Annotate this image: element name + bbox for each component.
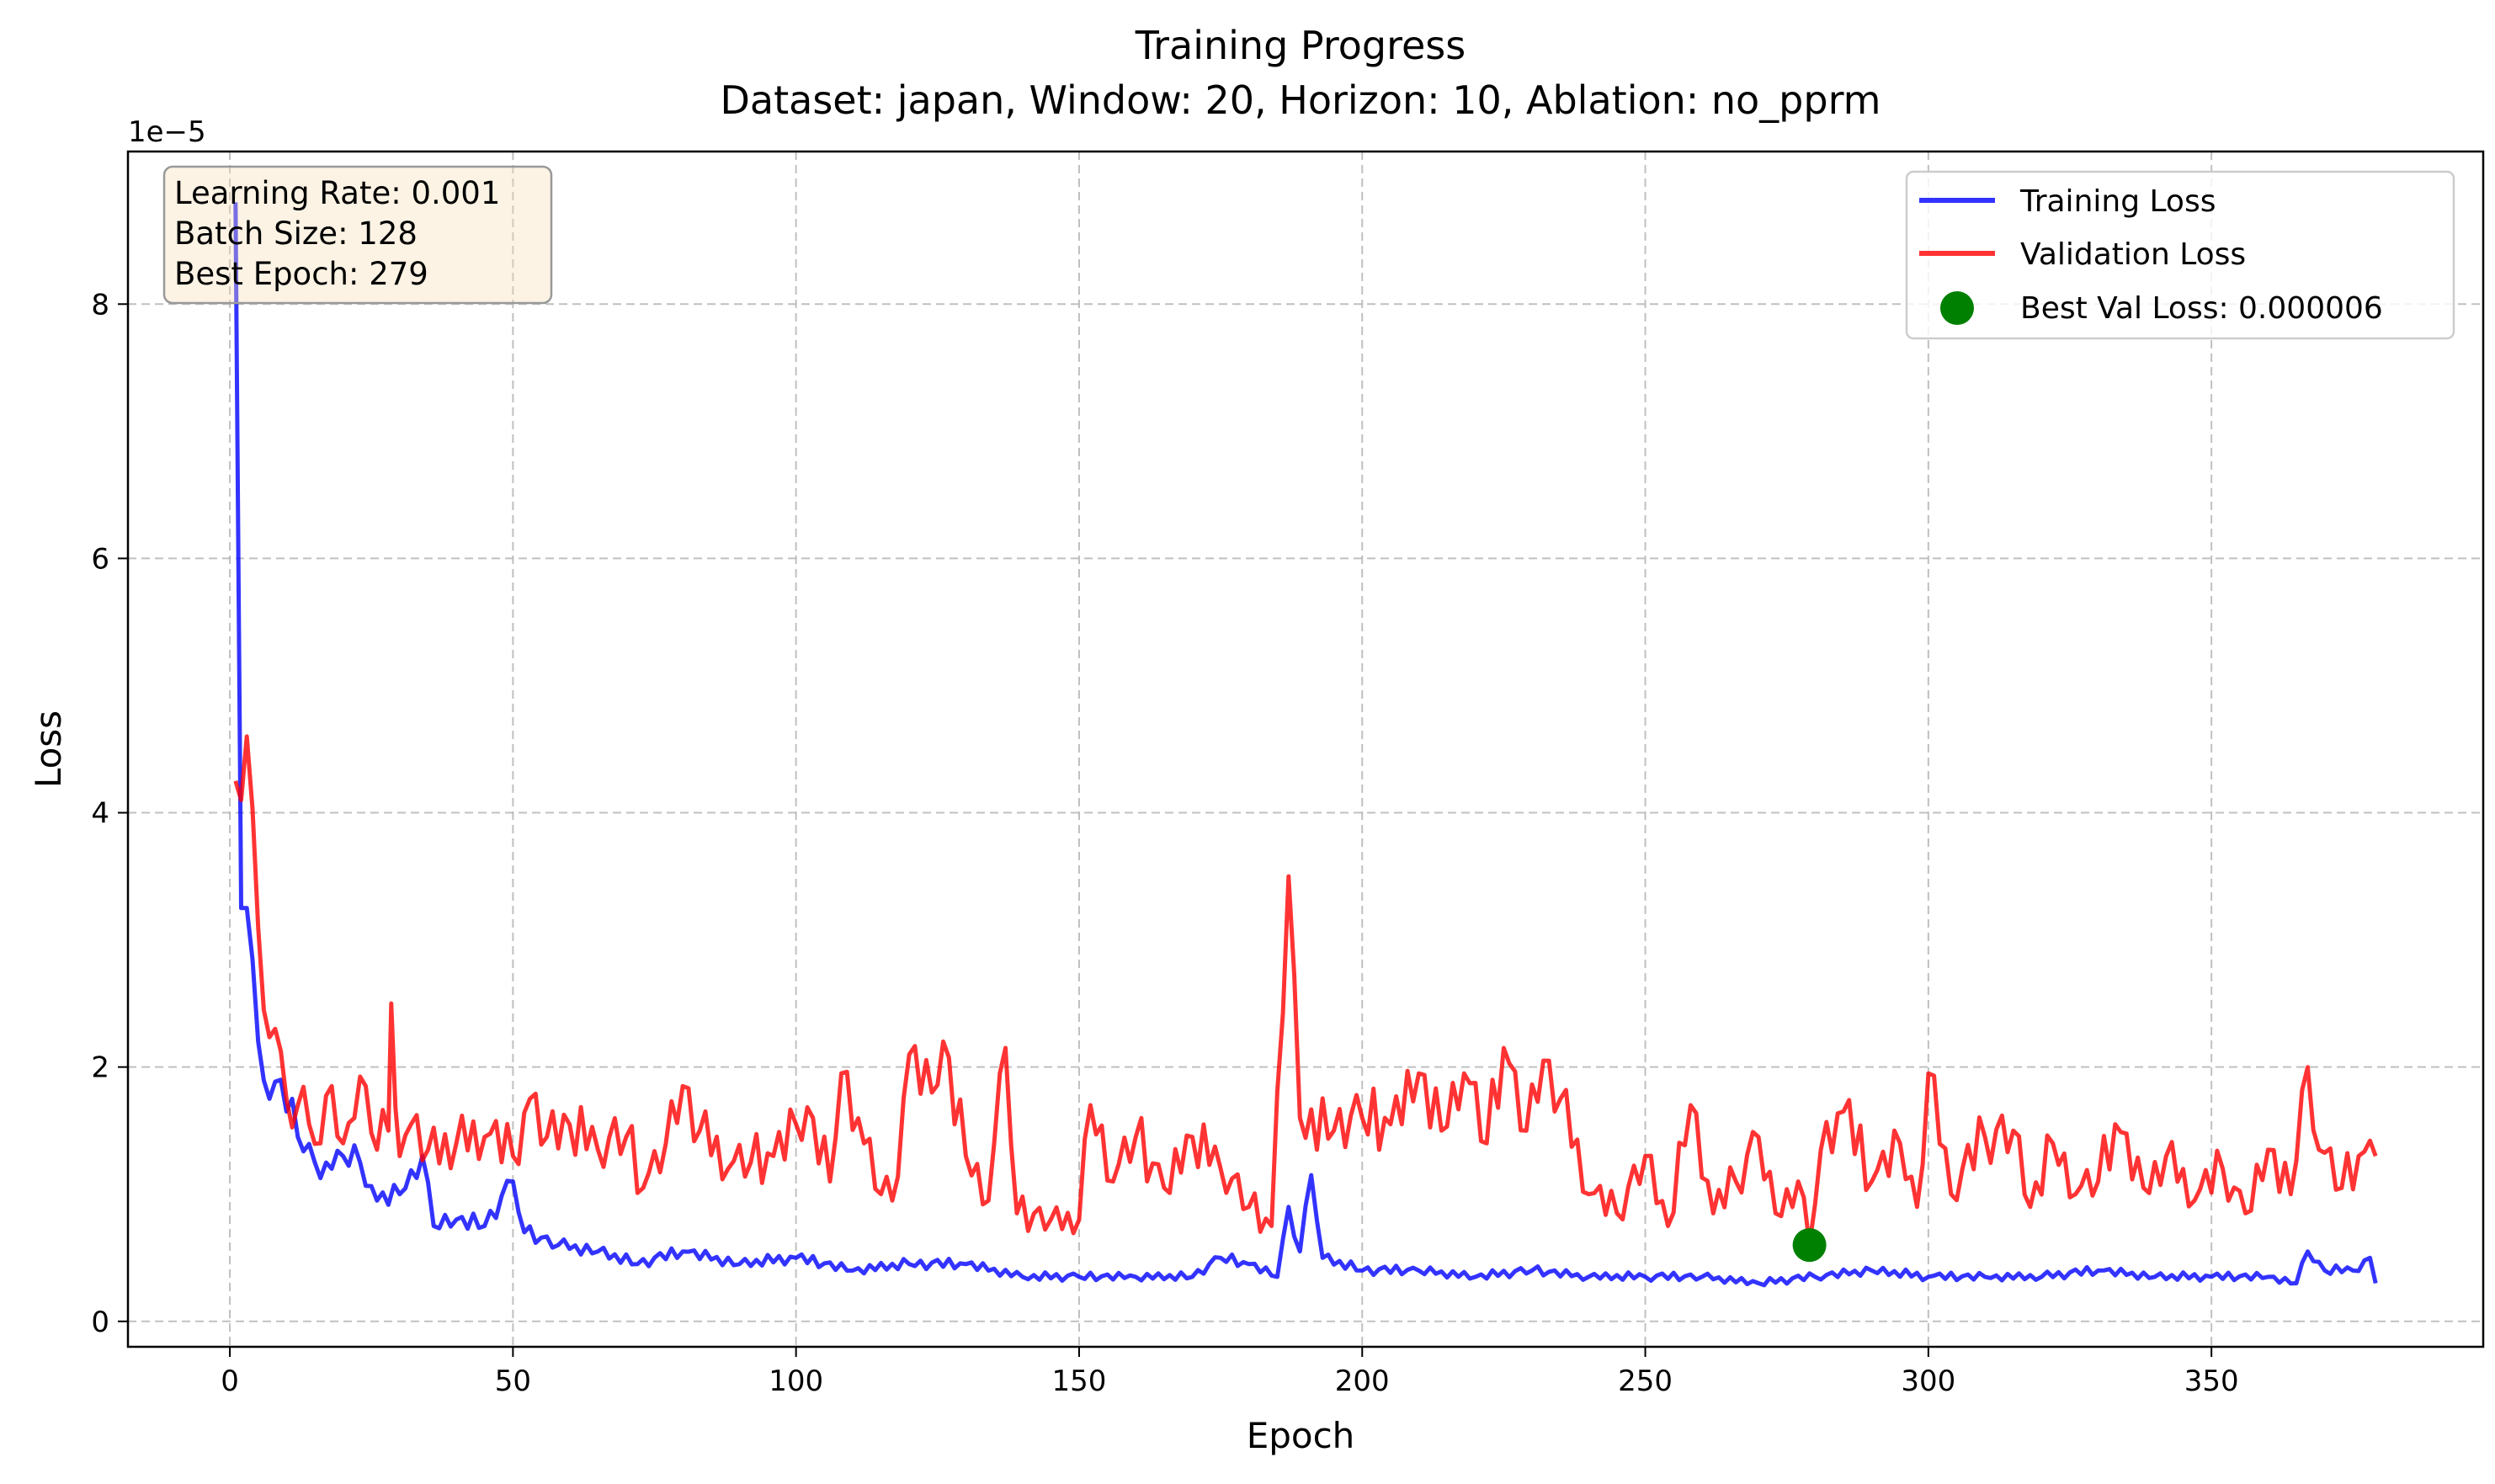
legend-swatch-best bbox=[1940, 291, 1974, 325]
y-scale-label: 1e−5 bbox=[128, 115, 206, 149]
grid bbox=[128, 152, 2483, 1347]
x-axis-ticks: 0 50 100 150 200 250 300 350 bbox=[221, 1347, 2239, 1398]
marker-layer bbox=[1792, 1228, 1827, 1263]
y-axis-ticks: 0 2 4 6 8 bbox=[91, 288, 128, 1339]
chart-subtitle: Dataset: japan, Window: 20, Horizon: 10,… bbox=[720, 77, 1881, 123]
info-best-epoch: Best Epoch: 279 bbox=[174, 256, 428, 292]
x-tick-label-350: 350 bbox=[2184, 1364, 2239, 1398]
x-tick-label-250: 250 bbox=[1618, 1364, 1673, 1398]
y-tick-label-0: 0 bbox=[91, 1306, 109, 1339]
y-axis-label: Loss bbox=[28, 710, 69, 788]
info-box: Learning Rate: 0.001 Batch Size: 128 Bes… bbox=[162, 165, 553, 305]
plot-area-frame bbox=[126, 150, 2485, 1348]
legend-label-training: Training Loss bbox=[2019, 184, 2216, 219]
x-tick-label-200: 200 bbox=[1335, 1364, 1390, 1398]
info-box-frame bbox=[162, 165, 553, 305]
y-tick-label-8: 8 bbox=[91, 288, 109, 322]
y-tick-label-6: 6 bbox=[91, 542, 109, 576]
info-batch-size: Batch Size: 128 bbox=[174, 215, 418, 252]
y-tick-label-4: 4 bbox=[91, 797, 109, 831]
series-layer bbox=[233, 202, 2378, 1288]
series-line-training bbox=[233, 202, 2378, 1288]
x-tick-label-0: 0 bbox=[221, 1364, 239, 1398]
legend-label-best: Best Val Loss: 0.000006 bbox=[2020, 291, 2383, 326]
x-tick-label-100: 100 bbox=[769, 1364, 823, 1398]
x-tick-label-300: 300 bbox=[1901, 1364, 1955, 1398]
y-tick-label-2: 2 bbox=[91, 1051, 109, 1085]
legend-label-validation: Validation Loss bbox=[2020, 237, 2246, 272]
best-val-point bbox=[1792, 1228, 1827, 1263]
series-line-validation bbox=[233, 734, 2378, 1247]
legend-frame bbox=[1905, 170, 2455, 340]
chart-title: Training Progress bbox=[1135, 23, 1466, 68]
legend: Training Loss Validation Loss Best Val L… bbox=[1905, 170, 2455, 340]
x-tick-label-150: 150 bbox=[1052, 1364, 1107, 1398]
x-axis-label: Epoch bbox=[1247, 1415, 1355, 1456]
x-tick-label-50: 50 bbox=[495, 1364, 531, 1398]
info-learning-rate: Learning Rate: 0.001 bbox=[174, 175, 500, 211]
